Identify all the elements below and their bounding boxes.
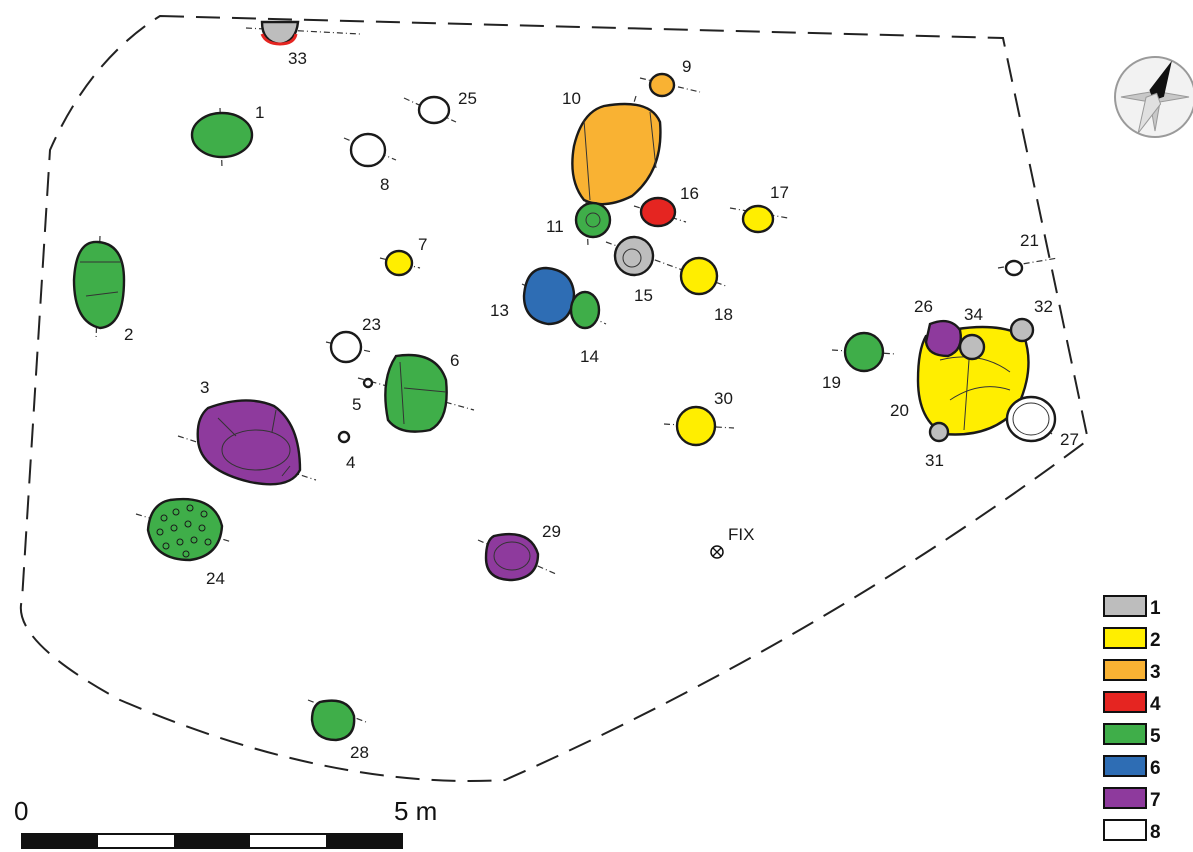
pit-11 — [574, 201, 612, 239]
pit-32 — [1009, 317, 1035, 343]
legend-label: 6 — [1150, 758, 1161, 779]
pit-7 — [384, 249, 414, 277]
feature-label: 11 — [546, 217, 564, 236]
feature-label: 23 — [362, 315, 381, 334]
excavation-boundary — [19, 14, 1090, 782]
fix-point-label: FIX — [728, 525, 754, 544]
pit-14 — [569, 290, 601, 330]
legend-swatch — [1103, 627, 1147, 649]
feature-label: 17 — [770, 183, 789, 202]
pit-16 — [639, 196, 677, 228]
feature-label: 20 — [890, 401, 909, 420]
fix-point-icon — [710, 545, 724, 559]
pit-25 — [417, 95, 451, 125]
pit-9 — [648, 72, 676, 98]
feature-label: 31 — [925, 451, 944, 470]
legend-swatch — [1103, 755, 1147, 777]
pit-34 — [958, 333, 986, 361]
feature-label: 27 — [1060, 430, 1079, 449]
pit-29 — [484, 532, 540, 582]
legend-swatch — [1103, 723, 1147, 745]
feature-label: 13 — [490, 301, 509, 320]
feature-label: 16 — [680, 184, 699, 203]
legend-label: 7 — [1150, 790, 1161, 811]
pit-8 — [349, 132, 387, 168]
pit-27 — [1005, 395, 1057, 443]
feature-label: 7 — [418, 235, 427, 254]
pit-23 — [329, 330, 363, 364]
feature-label: 24 — [206, 569, 225, 588]
feature-label: 10 — [562, 89, 581, 108]
legend-swatch — [1103, 659, 1147, 681]
pit-10 — [571, 102, 662, 206]
feature-label: 4 — [346, 453, 355, 472]
feature-label: 18 — [714, 305, 733, 324]
scale-bar: 0 5 m — [14, 796, 437, 849]
scale-start-label: 0 — [14, 796, 28, 826]
pit-18 — [679, 256, 719, 296]
legend-label: 1 — [1150, 598, 1161, 619]
legend-swatch — [1103, 595, 1147, 617]
pit-31 — [928, 421, 950, 443]
pit-28 — [310, 699, 356, 742]
pit-26 — [924, 319, 962, 358]
feature-label: 21 — [1020, 231, 1039, 250]
pit-3 — [196, 399, 302, 486]
pit-5 — [362, 377, 374, 389]
feature-label: 5 — [352, 395, 361, 414]
feature-label: 1 — [255, 103, 264, 122]
pit-19 — [843, 331, 885, 373]
feature-label: 2 — [124, 325, 133, 344]
pit-21 — [1004, 259, 1024, 277]
north-arrow-icon — [1114, 56, 1193, 138]
pit-4 — [337, 430, 351, 444]
feature-label: 19 — [822, 373, 841, 392]
legend-label: 2 — [1150, 630, 1161, 651]
legend-label: 5 — [1150, 726, 1161, 747]
feature-label: 14 — [580, 347, 599, 366]
feature-labels: 33 1 2 3 4 5 6 7 8 9 10 11 13 14 15 16 1… — [124, 49, 1079, 762]
pit-1 — [190, 111, 254, 159]
feature-label: 34 — [964, 305, 983, 324]
legend-swatch — [1103, 819, 1147, 841]
feature-label: 30 — [714, 389, 733, 408]
pit-17 — [741, 204, 775, 234]
feature-label: 26 — [914, 297, 933, 316]
pit-2 — [72, 240, 126, 330]
feature-label: 6 — [450, 351, 459, 370]
feature-label: 25 — [458, 89, 477, 108]
legend: 1 2 3 4 5 6 7 8 — [1103, 595, 1161, 843]
feature-label: 3 — [200, 378, 209, 397]
legend-label: 4 — [1150, 694, 1161, 715]
feature-label: 15 — [634, 286, 653, 305]
legend-swatch — [1103, 691, 1147, 713]
feature-label: 8 — [380, 175, 389, 194]
legend-label: 8 — [1150, 822, 1161, 843]
feature-label: 29 — [542, 522, 561, 541]
feature-label: 33 — [288, 49, 307, 68]
legend-label: 3 — [1150, 662, 1161, 683]
pit-13 — [522, 266, 576, 326]
scale-end-label: 5 m — [394, 796, 437, 826]
pit-30 — [675, 405, 717, 447]
pit-33-rim — [260, 33, 298, 46]
feature-label: 32 — [1034, 297, 1053, 316]
feature-label: 28 — [350, 743, 369, 762]
pits — [72, 20, 1057, 742]
legend-swatch — [1103, 787, 1147, 809]
pit-6 — [384, 353, 448, 433]
feature-label: 9 — [682, 57, 691, 76]
pit-24 — [146, 497, 224, 562]
pit-15 — [613, 235, 655, 277]
